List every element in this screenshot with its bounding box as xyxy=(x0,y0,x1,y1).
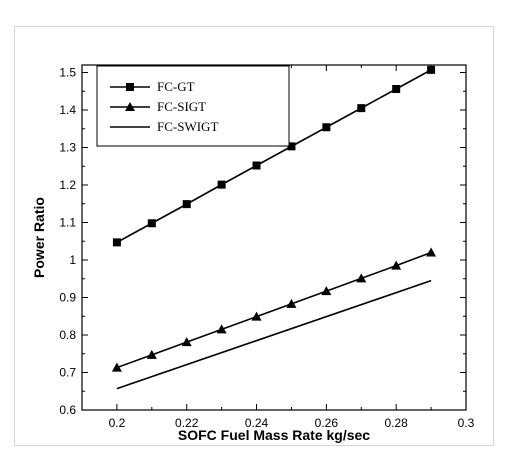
y-tick-label: 1.4 xyxy=(59,103,76,117)
legend-marker xyxy=(126,83,134,91)
x-tick-label: 0.3 xyxy=(458,416,475,430)
data-point xyxy=(287,142,296,151)
series-line xyxy=(116,279,432,390)
data-point xyxy=(252,161,261,170)
series-line xyxy=(116,251,432,369)
x-tick-label: 0.22 xyxy=(175,416,199,430)
series-line xyxy=(116,69,432,244)
data-point xyxy=(112,238,121,247)
x-tick-label: 0.2 xyxy=(109,416,126,430)
x-tick-label: 0.24 xyxy=(245,416,269,430)
data-point xyxy=(426,247,437,257)
y-tick-label: 0.9 xyxy=(59,291,76,305)
x-tick-label: 0.28 xyxy=(385,416,409,430)
data-point xyxy=(217,180,226,189)
data-point xyxy=(391,260,402,270)
y-tick-label: 0.6 xyxy=(59,403,76,417)
chart-frame xyxy=(14,26,494,446)
data-point xyxy=(322,123,331,132)
y-tick-label: 0.7 xyxy=(59,366,76,380)
tick-labels: 0.2 0.22 0.24 0.26 0.28 0.3 0.6 0.7 0.8 0.9 1 1.1 1.… xyxy=(59,66,474,431)
legend-label: FC-GT xyxy=(157,79,195,94)
legend-item: FC-SIGT xyxy=(110,99,206,114)
series-0 xyxy=(112,65,436,247)
data-point xyxy=(356,273,367,283)
legend-marker xyxy=(125,102,135,111)
data-point xyxy=(146,349,157,359)
data-point xyxy=(182,200,191,209)
data-point xyxy=(111,362,122,372)
data-point xyxy=(286,298,297,308)
series-layer xyxy=(111,65,437,390)
legend-item: FC-SWIGT xyxy=(110,119,218,134)
plot-area xyxy=(81,64,467,411)
series-2 xyxy=(116,279,432,390)
y-tick-label: 1.5 xyxy=(59,66,76,80)
data-point xyxy=(392,85,401,93)
y-axis-label: Power Ratio xyxy=(31,197,47,278)
legend: FC-GT FC-SIGT FC-SWIGT xyxy=(96,65,290,147)
y-tick-label: 1.3 xyxy=(59,141,76,155)
x-tick-label: 0.26 xyxy=(315,416,339,430)
y-tick-label: 1.1 xyxy=(59,216,76,230)
series-1 xyxy=(111,247,437,372)
data-point xyxy=(357,104,366,113)
data-point xyxy=(321,286,332,296)
data-point xyxy=(216,324,227,334)
data-point xyxy=(181,337,192,347)
y-tick-label: 0.8 xyxy=(59,328,76,342)
y-tick-label: 1 xyxy=(69,253,76,267)
data-point xyxy=(251,311,262,321)
data-point xyxy=(427,65,436,74)
legend-label: FC-SIGT xyxy=(157,99,206,114)
y-tick-label: 1.2 xyxy=(59,178,76,192)
data-point xyxy=(147,219,156,228)
legend-label: FC-SWIGT xyxy=(157,119,218,134)
legend-item: FC-GT xyxy=(110,79,195,94)
x-axis-label: SOFC Fuel Mass Rate kg/sec xyxy=(178,427,370,443)
